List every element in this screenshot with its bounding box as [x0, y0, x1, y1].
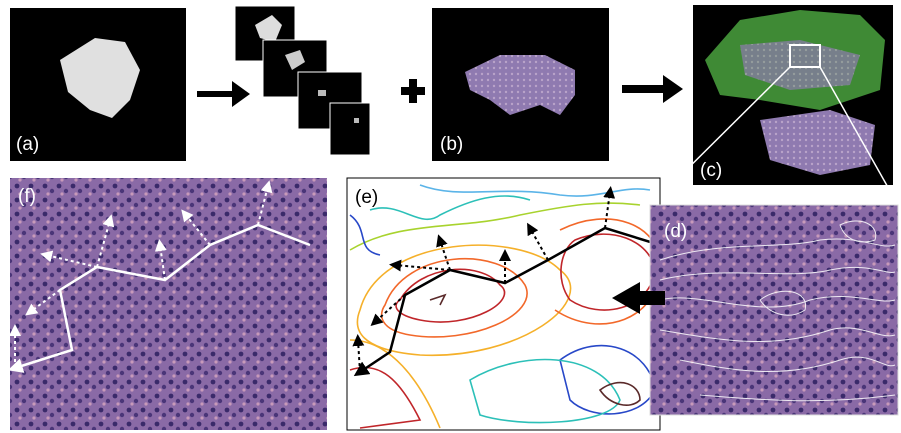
arrow [622, 75, 683, 103]
page: {"panels": {"a": "(a)", "b": "(b)", "c":… [0, 0, 901, 433]
panel-f [10, 178, 327, 430]
stack-frame [330, 103, 370, 155]
mask [318, 90, 326, 96]
panel-label: (f) [18, 186, 36, 207]
panel-label: (c) [700, 160, 722, 181]
panel-label: (d) [664, 221, 687, 242]
mask [354, 118, 359, 123]
image-stack [235, 6, 370, 155]
panel-label: (e) [355, 187, 378, 208]
plus [401, 79, 425, 103]
figure: (a) (b) (c) (f) [0, 0, 901, 433]
panel-label: (a) [16, 134, 39, 155]
panel-label: (b) [440, 134, 463, 155]
arrow [197, 81, 250, 107]
